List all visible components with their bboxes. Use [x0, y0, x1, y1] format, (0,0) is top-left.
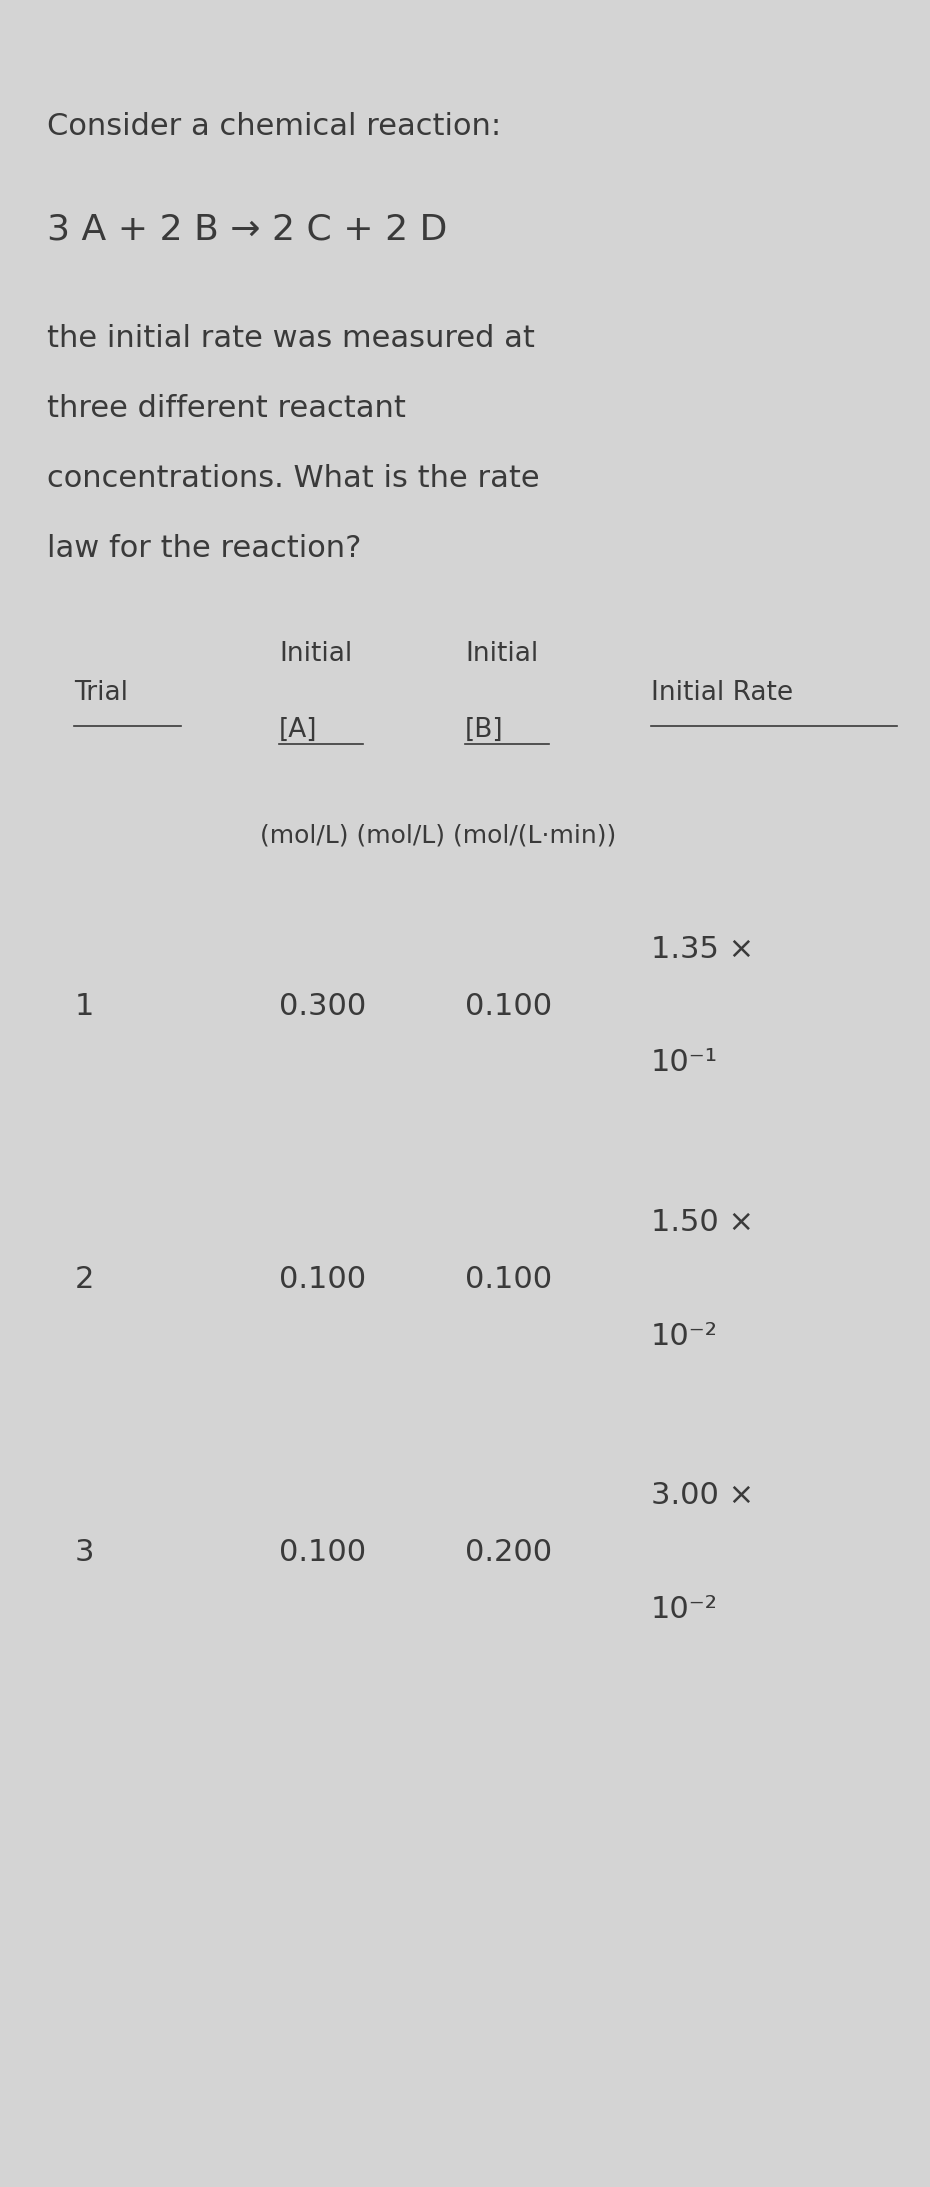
- Text: 0.100: 0.100: [279, 1537, 366, 1568]
- Text: 0.100: 0.100: [465, 1264, 552, 1295]
- Text: 0.100: 0.100: [465, 991, 552, 1021]
- Text: 10⁻¹: 10⁻¹: [651, 1048, 718, 1078]
- Text: the initial rate was measured at: the initial rate was measured at: [46, 324, 535, 354]
- Text: 10⁻²: 10⁻²: [651, 1321, 718, 1352]
- Text: 3.00 ×: 3.00 ×: [651, 1481, 754, 1511]
- Text: 3 A + 2 B → 2 C + 2 D: 3 A + 2 B → 2 C + 2 D: [46, 212, 447, 247]
- Text: 1: 1: [74, 991, 94, 1021]
- Text: 0.100: 0.100: [279, 1264, 366, 1295]
- Text: Initial: Initial: [465, 641, 538, 667]
- Text: Trial: Trial: [74, 680, 128, 706]
- Text: three different reactant: three different reactant: [46, 394, 405, 424]
- Text: Consider a chemical reaction:: Consider a chemical reaction:: [46, 112, 500, 142]
- Text: 2: 2: [74, 1264, 94, 1295]
- Text: law for the reaction?: law for the reaction?: [46, 534, 361, 564]
- Text: Initial: Initial: [279, 641, 352, 667]
- Text: (mol/L) (mol/L) (mol/(L·min)): (mol/L) (mol/L) (mol/(L·min)): [260, 824, 617, 846]
- Text: 1.35 ×: 1.35 ×: [651, 934, 754, 964]
- Text: concentrations. What is the rate: concentrations. What is the rate: [46, 464, 539, 494]
- Text: 3: 3: [74, 1537, 94, 1568]
- Text: [B]: [B]: [465, 717, 504, 744]
- Text: Initial Rate: Initial Rate: [651, 680, 793, 706]
- Text: [A]: [A]: [279, 717, 317, 744]
- Text: 1.50 ×: 1.50 ×: [651, 1207, 754, 1238]
- Text: 0.300: 0.300: [279, 991, 366, 1021]
- Text: 10⁻²: 10⁻²: [651, 1594, 718, 1625]
- Text: 0.200: 0.200: [465, 1537, 552, 1568]
